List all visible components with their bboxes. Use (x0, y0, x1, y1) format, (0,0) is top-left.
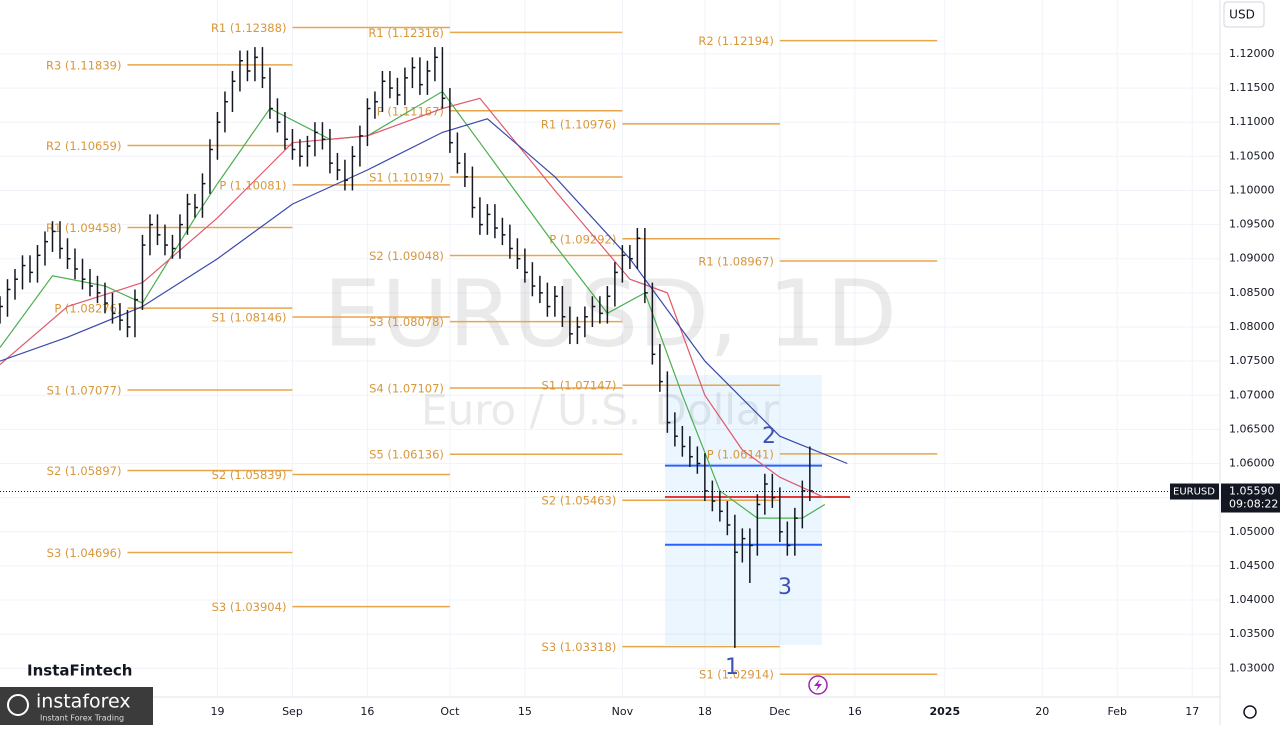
y-tick-label: 1.08500 (1229, 286, 1275, 299)
y-tick-label: 1.11500 (1229, 81, 1275, 94)
y-tick-label: 1.10000 (1229, 183, 1275, 196)
price-tag-label: 1.05590 (1229, 485, 1275, 498)
settings-icon[interactable] (1243, 705, 1257, 719)
pivot-label: P (1.10081) (219, 178, 286, 192)
x-tick-label: 17 (1185, 705, 1199, 718)
currency-label: USD (1229, 8, 1255, 22)
pivot-label: R2 (1.12194) (698, 34, 774, 48)
currency-button[interactable] (1223, 1, 1265, 28)
pivot-label: R1 (1.12388) (211, 21, 287, 35)
pivot-label: S1 (1.08146) (212, 311, 287, 325)
brand-instafintech: InstaFintech (27, 662, 132, 680)
x-tick-label: 19 (210, 705, 224, 718)
pivot-label: R2 (1.10659) (46, 139, 122, 153)
pivot-label: S2 (1.05839) (212, 468, 287, 482)
watermark-subtitle: Euro / U.S. Dollar (421, 386, 780, 435)
pivot-label: S4 (1.07107) (369, 381, 444, 395)
x-tick-label: 18 (698, 705, 712, 718)
wave-label: 2 (762, 424, 776, 449)
y-tick-label: 1.09000 (1229, 252, 1275, 265)
pivot-label: S5 (1.06136) (369, 448, 444, 462)
x-tick-label: 15 (518, 705, 532, 718)
pivot-label: R1 (1.12316) (368, 26, 444, 40)
x-tick-label: Sep (282, 705, 303, 718)
pivot-label: P (1.11167) (377, 104, 444, 118)
x-tick-label: Oct (440, 705, 460, 718)
moving-average (0, 97, 826, 499)
x-tick-label: 16 (848, 705, 862, 718)
y-tick-label: 1.07000 (1229, 388, 1275, 401)
event-icon[interactable] (808, 675, 828, 695)
event-icon-bolt (814, 679, 822, 691)
pivot-label: P (1.09292) (549, 232, 616, 246)
y-tick-label: 1.06000 (1229, 457, 1275, 470)
pivot-label: S1 (1.10197) (369, 171, 444, 185)
pivot-label: R3 (1.11839) (46, 58, 122, 72)
y-tick-label: 1.07500 (1229, 354, 1275, 367)
pivot-label: S2 (1.05897) (47, 464, 122, 478)
pivot-label: R1 (1.09458) (46, 221, 122, 235)
brand-instaforex: instaforex (36, 691, 131, 713)
x-tick-label: 2025 (929, 705, 960, 718)
x-tick-label: 20 (1035, 705, 1049, 718)
brand-logo (7, 694, 29, 716)
pivot-label: S3 (1.08078) (369, 315, 444, 329)
y-tick-label: 1.10500 (1229, 149, 1275, 162)
wave-label: 3 (778, 575, 792, 600)
y-tick-label: 1.03500 (1229, 627, 1275, 640)
pivot-label: S1 (1.02914) (699, 668, 774, 682)
pivot-label: R1 (1.08967) (698, 254, 774, 268)
pivot-label: S1 (1.07147) (542, 379, 617, 393)
countdown-label: 09:08:22 (1229, 498, 1278, 511)
y-tick-label: 1.04500 (1229, 559, 1275, 572)
y-tick-label: 1.11000 (1229, 115, 1275, 128)
volume-profile-box (665, 375, 822, 645)
pivot-label: S3 (1.03904) (212, 600, 287, 614)
x-tick-label: Nov (612, 705, 634, 718)
x-tick-label: 16 (360, 705, 374, 718)
x-tick-label: Feb (1108, 705, 1127, 718)
pivot-label: S2 (1.05463) (542, 494, 617, 508)
y-tick-label: 1.03000 (1229, 661, 1275, 674)
brand-tagline: Instant Forex Trading (40, 714, 124, 723)
brand-box (0, 687, 153, 725)
pivot-label: S2 (1.09048) (369, 249, 444, 263)
y-tick-label: 1.12000 (1229, 47, 1275, 60)
pivot-label: S3 (1.03318) (542, 640, 617, 654)
x-tick-label: Dec (769, 705, 790, 718)
pivot-label: S3 (1.04696) (47, 546, 122, 560)
symbol-tag-label: EURUSD (1173, 487, 1215, 498)
pivot-label: P (1.06141) (707, 447, 774, 461)
wave-label: 1 (725, 655, 739, 680)
pivot-label: S1 (1.07077) (47, 384, 122, 398)
price-tag (1221, 483, 1280, 513)
y-tick-label: 1.06500 (1229, 422, 1275, 435)
pivot-label: R1 (1.10976) (541, 117, 617, 131)
y-tick-label: 1.08000 (1229, 320, 1275, 333)
y-tick-label: 1.05000 (1229, 525, 1275, 538)
y-tick-label: 1.09500 (1229, 218, 1275, 231)
symbol-tag (1170, 483, 1219, 500)
y-tick-label: 1.04000 (1229, 593, 1275, 606)
watermark-title: EURUSD, 1D (323, 260, 897, 367)
